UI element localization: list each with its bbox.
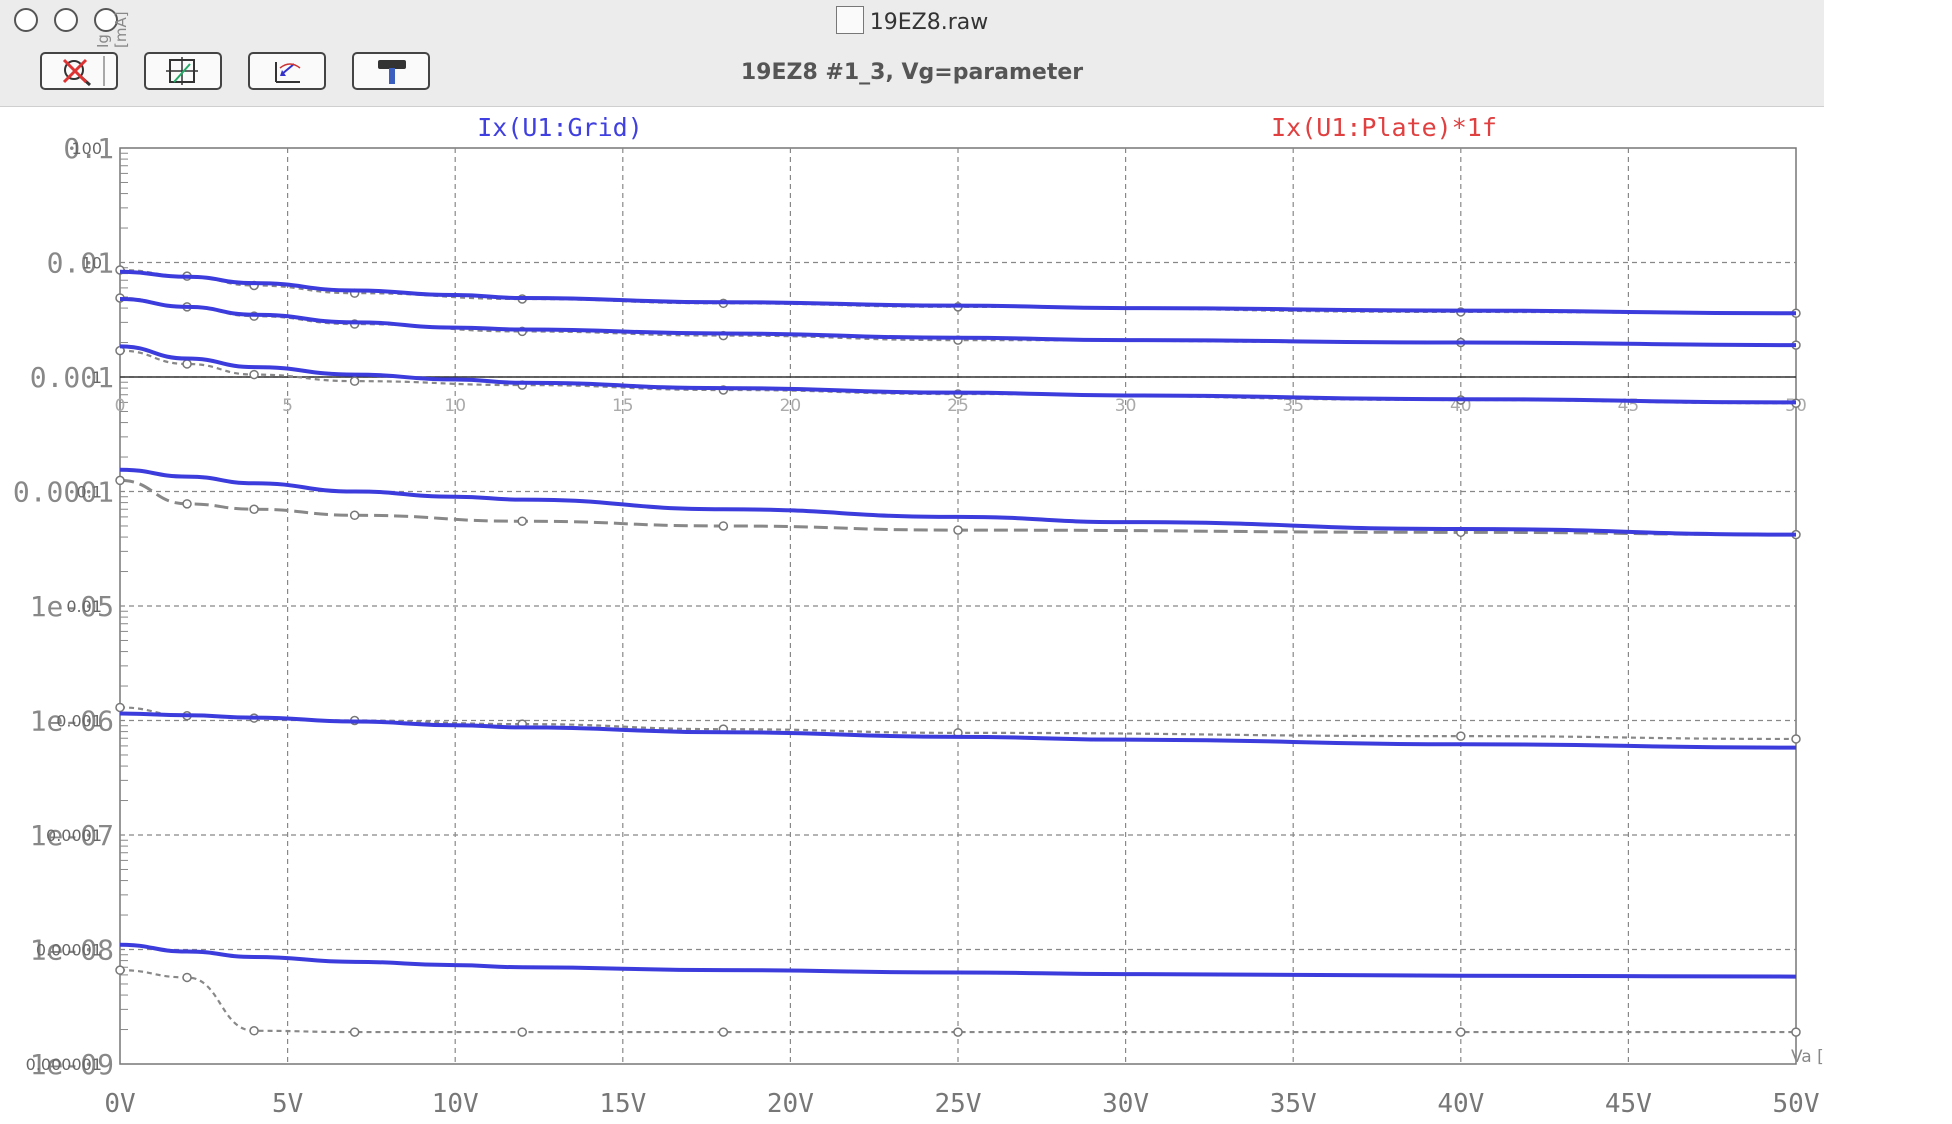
reference-marker xyxy=(249,1026,259,1036)
x-tick-label: 0V xyxy=(104,1089,135,1119)
reference-marker xyxy=(182,972,192,983)
x-tick-label: 50V xyxy=(1773,1089,1820,1119)
overlay-y-tick-label: 0.01 xyxy=(66,597,102,616)
y-tick-label: 0.01 xyxy=(47,247,114,280)
overlay-x-tick-label: 35 xyxy=(1282,396,1304,416)
overlay-y-tick-label: 0.0001 xyxy=(46,826,102,845)
extents-icon xyxy=(166,57,198,85)
desktop-background xyxy=(1824,0,1952,1124)
x-tick-label: 45V xyxy=(1605,1089,1652,1119)
no-zoom-icon xyxy=(62,56,105,87)
waveform-plot[interactable]: 0V 5V 10V 15V 20V 25V 30V 35V 40V 45V 50V 0.1 0.01 0.… xyxy=(0,106,1824,1124)
reference-marker xyxy=(349,376,360,386)
x-tick-label: 20V xyxy=(767,1089,814,1119)
grid-current-trace xyxy=(119,942,1797,979)
reference-marker xyxy=(517,516,527,526)
overlay-y-tick-label: 0.1 xyxy=(77,483,102,502)
x-tick-label: 30V xyxy=(1102,1089,1149,1119)
reference-marker xyxy=(349,510,360,521)
reference-marker xyxy=(718,1027,729,1037)
x-tick-label: 35V xyxy=(1270,1089,1317,1119)
waveform-window: 19EZ8.raw Ig [mA] xyxy=(0,0,1825,1124)
overlay-x-tick-label: 10 xyxy=(444,396,466,416)
y-tick-label: 1e-08 xyxy=(30,934,114,967)
reference-marker xyxy=(182,499,192,509)
zoom-back-tool-button[interactable] xyxy=(248,52,326,90)
reference-marker xyxy=(249,504,259,514)
y-tick-label: 1e-05 xyxy=(30,590,114,623)
overlay-x-tick-label: 5 xyxy=(282,396,293,416)
autorange-tool-button[interactable]: Ig [mA] xyxy=(40,11,130,90)
overlay-y-tick-label: 0.000001 xyxy=(26,1055,102,1074)
overlay-y-tick-label: 1 xyxy=(92,368,102,387)
y-tick-label: 1e-07 xyxy=(30,819,114,852)
tools-tool-button[interactable] xyxy=(352,52,430,90)
trace-label: Ix(U1:Grid) xyxy=(477,113,643,142)
grid-current-trace xyxy=(119,711,1797,750)
overlay-y-tick-label: 0.001 xyxy=(56,712,102,731)
overlay-x-tick-label: 20 xyxy=(780,396,802,416)
reference-marker xyxy=(115,475,125,486)
tool-overlay-text: Ig [mA] xyxy=(94,11,130,48)
grid-current-trace xyxy=(119,296,1797,348)
zoom-extents-tool-button[interactable] xyxy=(144,52,222,90)
x-tick-label: 40V xyxy=(1437,1089,1484,1119)
minimize-window-button[interactable] xyxy=(54,8,78,32)
x-tick-label: 5V xyxy=(272,1089,303,1119)
window-title-text: 19EZ8.raw xyxy=(869,10,989,35)
hammer-icon xyxy=(378,60,406,84)
reference-marker xyxy=(517,1027,527,1037)
x-tick-label: 15V xyxy=(599,1089,646,1119)
y-tick-label: 1e-09 xyxy=(30,1048,114,1081)
x-axis-label: Va [V] xyxy=(1791,1047,1824,1067)
reference-marker xyxy=(349,1027,360,1037)
overlay-x-tick-label: 0 xyxy=(115,396,126,416)
x-tick-label: 10V xyxy=(432,1089,479,1119)
y-tick-label: 0.1 xyxy=(63,132,114,165)
grid-current-trace xyxy=(119,344,1797,405)
zoom-window-button[interactable] xyxy=(94,8,118,32)
reference-marker xyxy=(249,369,259,380)
overlay-x-tick-label: 25 xyxy=(947,396,969,416)
overlay-x-tick-label: 30 xyxy=(1115,396,1137,416)
overlay-y-tick-label: 0.00001 xyxy=(36,941,102,960)
overlay-y-tick-label: 100 xyxy=(71,139,102,158)
overlay-x-tick-label: 15 xyxy=(612,396,634,416)
toolbar: Ig [mA] 19EZ8 #1_3, xyxy=(0,11,1824,107)
reference-marker xyxy=(115,702,125,713)
grid-current-trace xyxy=(119,269,1797,316)
reference-marker xyxy=(718,521,729,531)
title-bar[interactable]: 19EZ8.raw xyxy=(0,0,1824,41)
reference-marker xyxy=(953,525,963,535)
grid-current-trace xyxy=(119,467,1797,537)
reference-marker xyxy=(1456,1027,1466,1037)
zoom-back-icon xyxy=(275,62,301,83)
trace-label: Ix(U1:Plate)*1f xyxy=(1271,113,1497,142)
reference-marker xyxy=(182,359,192,369)
reference-marker xyxy=(953,1027,963,1037)
close-window-button[interactable] xyxy=(14,8,38,32)
reference-marker xyxy=(1791,734,1801,744)
window-title: 19EZ8.raw xyxy=(0,6,1824,35)
raw-file-icon xyxy=(835,6,864,34)
reference-marker xyxy=(115,965,125,975)
reference-curve xyxy=(119,478,1797,537)
overlay-y-tick-label: 10 xyxy=(82,254,102,273)
y-tick-label: 1e-06 xyxy=(30,705,114,738)
y-tick-label: 0.001 xyxy=(30,361,114,394)
y-tick-label: 0.0001 xyxy=(13,476,114,509)
reference-marker xyxy=(1791,1027,1801,1037)
plot-title: 19EZ8 #1_3, Vg=parameter xyxy=(740,60,1084,85)
x-tick-label: 25V xyxy=(935,1089,982,1119)
reference-marker xyxy=(1456,731,1466,741)
